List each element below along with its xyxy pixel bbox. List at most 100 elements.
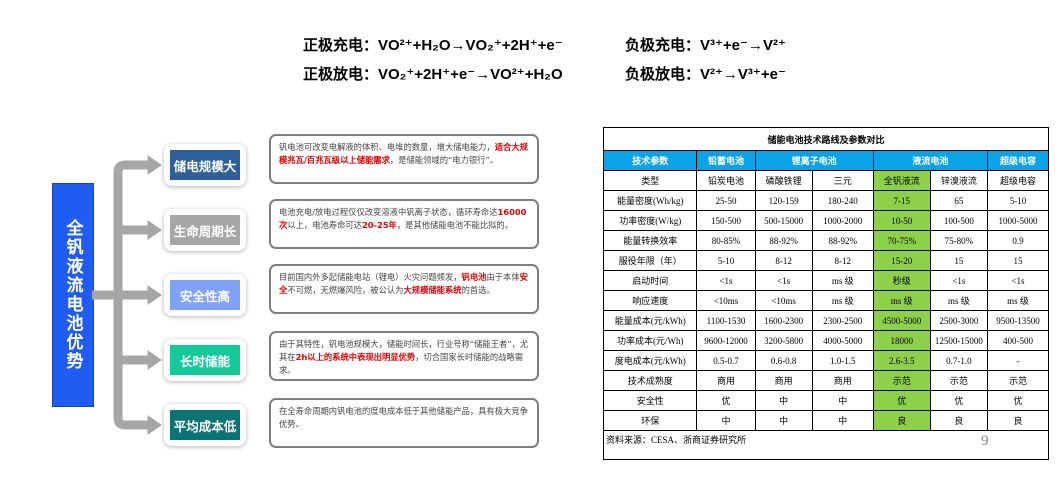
table-cell: 优 — [696, 390, 756, 411]
table-cell: 2500-3000 — [929, 310, 988, 331]
row-label: 度电成本(元/kWh) — [602, 350, 698, 371]
table-cell: 4500-5000 — [872, 310, 931, 331]
arrow-head-icon — [147, 285, 162, 305]
table-cell: 良 — [929, 410, 988, 431]
table-row: 技术成熟度 商用 商用 商用 示范 示范 示范 — [602, 370, 1050, 391]
table-cell: 中 — [754, 390, 813, 411]
arrow-head-icon — [147, 415, 162, 435]
table-cell: 9600-12000 — [696, 330, 756, 351]
table-row: 服役年限（年） 5-10 8-12 8-12 15-20 15 15 — [602, 250, 1050, 271]
table-cell: <10ms — [754, 290, 813, 311]
equation-positive-discharge: 正极放电：VO₂⁺+2H⁺+e⁻→VO²⁺+H₂O — [303, 66, 563, 83]
table-cell: 0.6-0.8 — [754, 350, 813, 371]
table-cell: <1s — [929, 270, 988, 291]
table-cell: <1s — [696, 270, 756, 291]
table-cell: 全钒液流 — [872, 170, 931, 191]
equation-negative-charge: 负极充电：V³⁺+e⁻→V²⁺ — [625, 37, 786, 54]
table-cell: 良 — [986, 410, 1050, 431]
advantage-card: 平均成本低 — [164, 404, 246, 446]
description-text: 钒电池可改变电解液的体积、电堆的数量，增大储电能力， — [279, 142, 495, 152]
description-text: 在全寿命周期内钒电池的度电成本低于其他储能产品，具有极大竞争优势。 — [279, 406, 528, 429]
table-cell: 三元 — [811, 170, 874, 191]
branch-arrows — [92, 155, 162, 435]
table-row: 启动时间 <1s <1s ms 级秒级 <1s <1s — [602, 270, 1050, 291]
table-cell: 65 — [929, 190, 988, 211]
table-cell: 10-50 — [872, 210, 931, 231]
table-cell: 1600-2300 — [754, 310, 813, 331]
table-cell: 80-85% — [696, 230, 756, 251]
advantage-description: 在全寿命周期内钒电池的度电成本低于其他储能产品，具有极大竞争优势。 — [269, 398, 539, 448]
table-cell: 150-500 — [696, 210, 756, 231]
row-label: 能量成本(元/kWh) — [602, 310, 698, 331]
table-cell: 400-500 — [986, 330, 1050, 351]
advantage-description: 由于其特性，钒电池规模大，储能时间长，行业号称“储能王者”，尤其在2h以上的系统… — [269, 331, 539, 381]
table-row: 能量转换效率 80-85% 88-92% 88-92% 70-75% 75-80% 0.9 — [602, 230, 1050, 251]
table-cell: 1100-1530 — [696, 310, 756, 331]
table-row: 功率密度(W/kg) 150-500 500-15000 1000-2000 10-50… — [602, 210, 1050, 231]
table-cell: 示范 — [929, 370, 988, 391]
row-label: 响应速度 — [602, 290, 698, 311]
highlight-text: 钒电池 — [461, 272, 487, 282]
row-label: 类型 — [602, 170, 698, 191]
table-cell: 商用 — [811, 370, 874, 391]
table-cell: 示范 — [872, 370, 931, 391]
row-label: 环保 — [602, 410, 698, 431]
page-number: 9 — [981, 433, 989, 449]
description-text: 目前国内外多起储能电站（锂电）火灾问题频发， — [279, 272, 462, 282]
table-cell: 4000-5000 — [811, 330, 874, 351]
table-cell: 180-240 — [811, 190, 874, 211]
table-row: 度电成本(元/kWh) 0.5-0.7 0.6-0.8 1.0-1.5 2.6-3.5 0… — [602, 350, 1050, 371]
description-text: ，是其他储能电池不能比拟的。 — [396, 220, 514, 230]
table-cell: 120-159 — [754, 190, 813, 211]
table-source: 资料来源：CESA、浙商证券研究所 — [603, 430, 1049, 460]
table-cell: 15-20 — [872, 250, 931, 271]
description-text: 由于本体 — [486, 272, 520, 282]
advantage-description: 钒电池可改变电解液的体积、电堆的数量，增大储电能力，适合大规模兆瓦/百兆瓦级以上… — [269, 134, 539, 184]
table-cell: ms 级 — [811, 290, 874, 311]
row-label: 技术成熟度 — [602, 370, 698, 391]
table-row: 能量成本(元/kWh) 1100-1530 1600-2300 2300-2500 45… — [602, 310, 1050, 331]
advantage-label: 生命周期长 — [170, 215, 240, 245]
table-cell: 1000-2000 — [811, 210, 874, 231]
highlight-text: 安全 — [279, 272, 528, 295]
advantage-card: 生命周期长 — [164, 209, 246, 251]
advantage-label: 储电规模大 — [170, 150, 240, 180]
table-cell: 1.0-1.5 — [811, 350, 874, 371]
table-cell: ms 级 — [929, 290, 988, 311]
table-cell: 8-12 — [811, 250, 874, 271]
table-row: 响应速度 <10ms <10ms ms 级 ms 级 ms 级 ms 级 — [602, 290, 1050, 311]
row-label: 启动时间 — [602, 270, 698, 291]
advantage-description: 电池充电/放电过程仅仅改变溶液中钒离子状态，循环寿命达16000次以上，电池寿命… — [269, 199, 539, 249]
table-cell: 15 — [929, 250, 988, 271]
table-cell: 70-75% — [872, 230, 931, 251]
table-row: 能量密度(Wh/kg) 25-50 120-159 180-240 7-15 65 5-10 — [602, 190, 1050, 211]
table-cell: 8-12 — [754, 250, 813, 271]
table-cell: 7-15 — [872, 190, 931, 211]
equation-negative-discharge: 负极放电：V²⁺→V³⁺+e⁻ — [625, 66, 786, 83]
table-cell: 18000 — [872, 330, 931, 351]
table-cell: 5-10 — [696, 250, 756, 271]
table-cell: 1000-5000 — [986, 210, 1050, 231]
highlight-text: 20-25年 — [362, 220, 397, 230]
table-cell: ms 级 — [811, 270, 874, 291]
table-cell: 优 — [929, 390, 988, 411]
table-header: 锂离子电池 — [754, 150, 874, 171]
table-cell: 铅炭电池 — [696, 170, 756, 191]
advantage-description: 目前国内外多起储能电站（锂电）火灾问题频发，钒电池由于本体安全不可燃，无燃爆风险… — [269, 264, 539, 314]
description-text: 不可燃，无燃爆风险，被公认为 — [287, 285, 404, 295]
equation-positive-charge: 正极充电：VO²⁺+H₂O→VO₂⁺+2H⁺+e⁻ — [303, 37, 563, 54]
table-row: 环保中中中良良良 — [602, 410, 1050, 431]
advantage-label: 平均成本低 — [170, 410, 240, 440]
comparison-table: 储能电池技术路线及参数对比 技术参数 铅蓄电池 锂离子电池 液流电池 超级电容 类型 铅炭… — [602, 127, 1050, 460]
table-cell: 0.9 — [986, 230, 1050, 251]
table-row: 安全性优中中优优优 — [602, 390, 1050, 411]
table-cell: 商用 — [754, 370, 813, 391]
row-label: 功率密度(W/kg) — [602, 210, 698, 231]
table-cell: <10ms — [696, 290, 756, 311]
table-cell: 良 — [872, 410, 931, 431]
table-cell: 商用 — [696, 370, 756, 391]
highlight-text: 适合大规模兆瓦/百兆瓦级以上储能需求 — [279, 142, 528, 165]
table-cell: 磷酸铁锂 — [754, 170, 813, 191]
description-text: 电池充电/放电过程仅仅改变溶液中钒离子状态，循环寿命达 — [279, 207, 498, 217]
table-cell: 0.5-0.7 — [696, 350, 756, 371]
